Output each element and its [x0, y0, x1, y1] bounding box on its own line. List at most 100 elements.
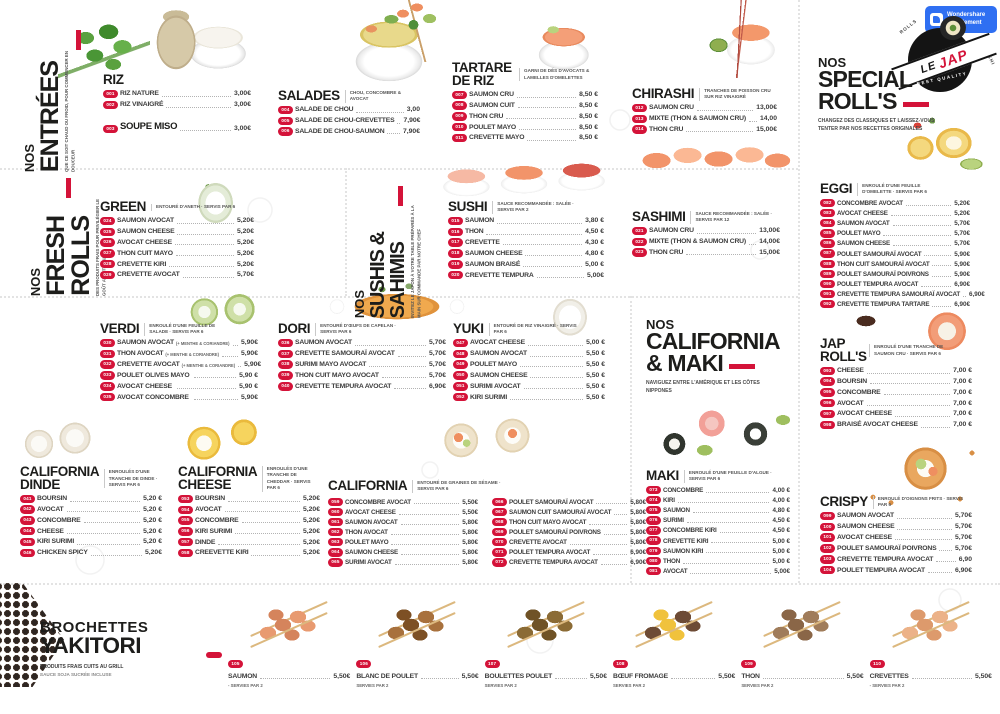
item-price: 7,90€	[402, 128, 420, 136]
item-label: POULET OLIVES MAYO	[117, 371, 190, 379]
header-line2: SAHIMIS	[387, 241, 410, 318]
menu-item-row: 079 SAUMON KIRI 5,00 €	[646, 546, 790, 555]
item-label: CREVETTE TEMPURA AVOCAT	[295, 382, 392, 390]
item-label: SAUMON AVOCAT	[345, 518, 398, 526]
item-number-badge: 043	[20, 516, 35, 525]
dotted-leader	[614, 513, 628, 515]
item-number-badge: 090	[820, 279, 835, 289]
jap-roll-photo	[845, 300, 995, 360]
item-price: 5,80€	[462, 529, 478, 537]
item-label: THON CRU	[649, 126, 684, 134]
dotted-leader	[706, 552, 770, 554]
item-label: SAUMON CHEESE	[837, 240, 891, 248]
menu-item-row: 067 SAUMON CUIT SAMOURAÏ AVOCAT 5,80€	[492, 507, 646, 517]
dotted-leader	[391, 543, 460, 545]
item-price: 5,80€	[462, 539, 478, 547]
dotted-leader	[530, 377, 584, 379]
item-label: CREVETTE SAMOURAÏ AVOCAT	[295, 350, 395, 358]
item-price: 14,00	[759, 115, 777, 123]
item-price: 6,90€	[428, 382, 446, 390]
skewers-photo	[759, 596, 846, 648]
header-entrees: NOS ENTRÉES QUE CE SOIT CHAUD OU FROID, …	[22, 32, 77, 172]
skewer-meat	[246, 596, 333, 648]
dotted-leader	[194, 377, 237, 379]
menu-item-row: 033 POULET OLIVES MAYO 5,90 €	[100, 371, 258, 380]
item-label: SALADE DE CHOU-CREVETTES	[295, 117, 395, 125]
item-price: 5,50€	[589, 672, 607, 680]
accent-dash	[902, 101, 929, 107]
item-price: 8,50 €	[579, 91, 598, 99]
item-price: 5,70€	[428, 361, 446, 369]
section-title: CALIFORNIA	[328, 478, 408, 493]
menu-list: 053 BOURSIN 5,20€ 054 AVOCAT 5,20€ 055 CONCOMBR…	[178, 494, 320, 558]
item-number-badge: 080	[646, 556, 661, 566]
section-subtitle: ENTOURÉ D'ŒUFS DE CAPELAN · SERVIS PAR 6	[315, 323, 406, 336]
menu-item-row: 031 THON AVOCAT (+ MENTHE & CORIANDRE) 5,90…	[100, 349, 258, 359]
menu-item-row: 018 SAUMON CHEESE 4,80 €	[448, 249, 604, 258]
section-title: VERDI	[100, 321, 140, 336]
dotted-leader	[369, 366, 426, 368]
item-number-badge: 056	[178, 527, 193, 536]
menu-list: 021 SAUMON CRU 13,00€ 022 MIXTE (THON & SAUM…	[632, 226, 780, 257]
menu-item-row: 017 CREVETTE 4,30 €	[448, 238, 604, 247]
menu-item-row: 012 SAUMON CRU 13,00€	[632, 103, 777, 113]
item-number-badge: 059	[328, 497, 343, 506]
dotted-leader	[354, 344, 426, 346]
header-sushis-sashimis: NOS SUSHIS & SAHIMIS INVITEZ LE JAPON À …	[352, 188, 423, 318]
item-number-badge: 041	[20, 494, 35, 504]
dotted-leader	[510, 398, 584, 400]
item-label: THON CUIT MAYO AVOCAT	[509, 518, 587, 526]
section-dori: DORI ENTOURÉ D'ŒUFS DE CAPELAN · SERVIS P…	[278, 322, 446, 393]
menu-list: 001 RIZ NATURE 3,00€ 002 RIZ VINAIGRÉ 3,00€	[103, 89, 251, 110]
item-number-badge: 058	[178, 548, 193, 558]
item-label: SAUMON CRU	[469, 91, 514, 99]
item-number-badge: 037	[278, 349, 293, 359]
item-label: POULET MAYO	[837, 230, 881, 238]
skewer-meat	[887, 596, 974, 648]
section-title: SUSHI	[448, 199, 488, 214]
item-price: 5,00 €	[772, 537, 790, 545]
menu-item-row: 048 SAUMON AVOCAT 5,50 €	[453, 349, 605, 359]
item-price: 5,50€	[462, 508, 478, 516]
section-subtitle: SAUCE RECOMMANDÉE : SALÉE · SERVIS PAR 2	[492, 201, 583, 214]
item-price: 3,00€	[233, 90, 251, 98]
item-label: CREVETTE TEMPURA TARTARE	[837, 301, 930, 309]
maki-roll-photo	[633, 418, 725, 470]
yakitori-item: 108 BŒUF FROMAGE 5,50€ SERVIES PAR 2	[612, 596, 741, 688]
item-number-badge: 085	[820, 229, 835, 238]
item-number-badge: 108	[612, 660, 628, 669]
dotted-leader	[762, 678, 844, 680]
item-label: CONCOMBRE	[195, 516, 239, 524]
section-california-dinde: CALIFORNIA DINDE ENROULÉS D'UNE TRANCHE D…	[20, 465, 162, 560]
menu-item-row: 054 AVOCAT 5,20€	[178, 505, 320, 514]
skewers-photo	[502, 596, 589, 648]
item-label: CHICKEN SPICY	[37, 549, 88, 557]
section-title: SALADES	[278, 88, 340, 103]
item-price: 5,20€	[302, 527, 320, 535]
yakitori-item: 106 BLANC DE POULET 5,50€ SERVIES PAR 2	[356, 596, 484, 688]
menu-item-row: 001 RIZ NATURE 3,00€	[103, 89, 251, 99]
item-label: POULET SAMOURAÏ AVOCAT	[837, 250, 922, 258]
skewer-meat	[631, 596, 718, 648]
item-label: SAUMON	[228, 672, 258, 680]
item-label: AVOCAT	[663, 567, 688, 575]
item-price: 5,50€	[462, 498, 478, 506]
menu-item-row: 043 CONCOMBRE 5,20 €	[20, 516, 162, 525]
item-price: 5,90€	[954, 270, 970, 278]
item-price: 4,00 €	[772, 497, 790, 505]
item-number-badge: 095	[820, 388, 835, 397]
dotted-leader	[719, 532, 770, 534]
item-price: 6,90€	[630, 549, 646, 557]
item-price: 5,20€	[236, 239, 254, 247]
item-label: POULET TEMPURA AVOCAT	[509, 549, 591, 557]
item-label: SURIMI AVOCAT	[470, 382, 521, 390]
item-price: 5,70€	[954, 534, 972, 542]
item-number-badge: 102	[820, 544, 835, 553]
item-label: CREVETTE TEMPURA	[465, 271, 534, 279]
item-number-badge: 097	[820, 409, 835, 419]
item-label: BRAISÉ AVOCAT CHEESE	[837, 421, 918, 429]
dotted-leader	[251, 554, 300, 556]
logo-arc-top: ROLLS	[898, 18, 918, 35]
item-number-badge: 070	[492, 537, 507, 547]
item-number-badge: 063	[328, 537, 343, 547]
